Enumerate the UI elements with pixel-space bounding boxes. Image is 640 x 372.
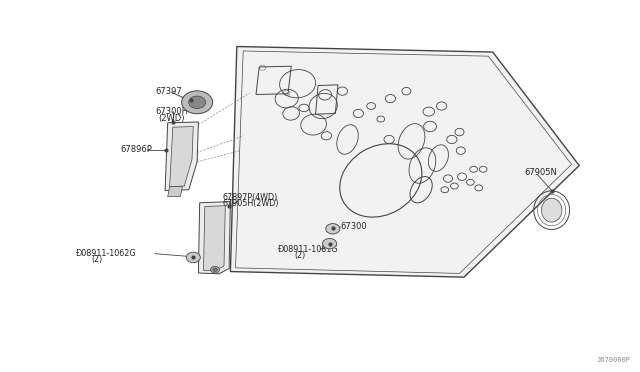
Text: Ð08911-1062G: Ð08911-1062G [76,249,136,258]
Polygon shape [165,122,198,190]
Ellipse shape [182,91,212,114]
Polygon shape [198,202,230,274]
Text: 67896P: 67896P [120,145,152,154]
Ellipse shape [211,266,220,273]
Text: 67897P(4WD): 67897P(4WD) [223,193,278,202]
Text: 67300H: 67300H [155,107,188,116]
Polygon shape [230,46,579,277]
Text: 67397: 67397 [155,87,182,96]
Ellipse shape [212,268,218,272]
Ellipse shape [323,238,337,249]
Ellipse shape [186,252,200,263]
Ellipse shape [189,96,205,109]
Text: (2): (2) [92,255,103,264]
Text: (2WD): (2WD) [159,114,185,123]
Polygon shape [168,186,182,197]
Polygon shape [170,126,193,187]
Ellipse shape [326,224,340,234]
Text: 67300: 67300 [340,222,367,231]
Ellipse shape [541,198,562,222]
Text: J670000P: J670000P [596,357,630,363]
Text: 67905H(2WD): 67905H(2WD) [223,199,279,208]
Text: (2): (2) [294,251,306,260]
Text: Ð08911-1081G: Ð08911-1081G [278,245,339,254]
Polygon shape [204,206,225,271]
Text: 67905N: 67905N [525,169,557,177]
